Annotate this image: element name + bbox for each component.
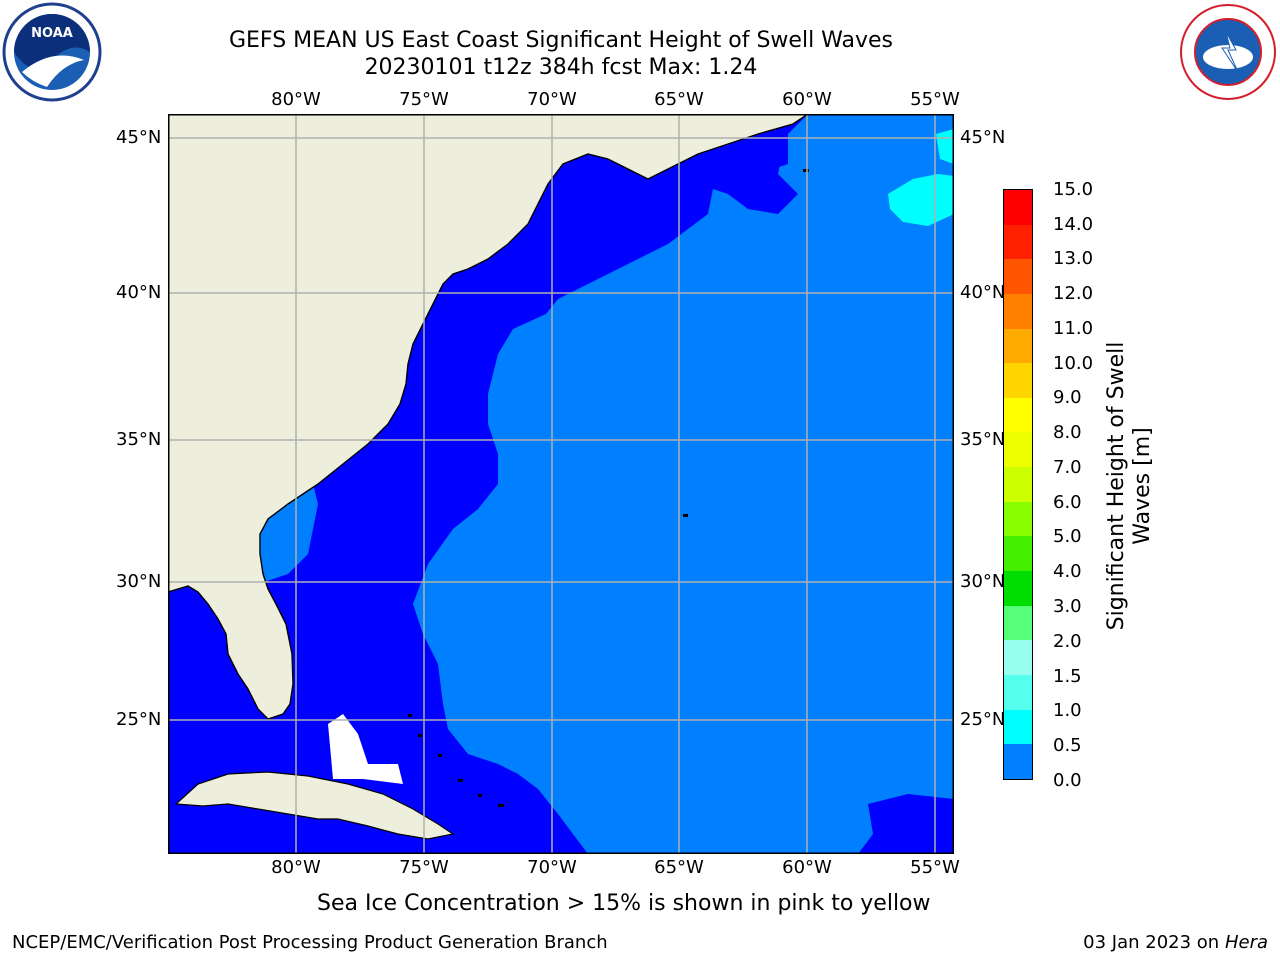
lat-label-left-35n: 35°N <box>116 429 162 450</box>
lat-label-left-40n: 40°N <box>116 282 162 303</box>
lon-label-bottom-60w: 60°W <box>782 857 832 878</box>
map-svg <box>167 113 954 854</box>
colorbar-swatch <box>1004 224 1032 260</box>
lon-label-top-55w: 55°W <box>910 89 960 110</box>
lat-label-left-30n: 30°N <box>116 571 162 592</box>
colorbar-tick-label: 1.0 <box>1053 700 1082 721</box>
colorbar <box>1003 189 1033 780</box>
colorbar-swatch <box>1004 397 1032 433</box>
noaa-logo-text: NOAA <box>31 26 73 41</box>
lon-label-top-60w: 60°W <box>782 89 832 110</box>
gridlines <box>168 114 954 854</box>
colorbar-tick-label: 3.0 <box>1053 596 1082 617</box>
colorbar-swatch <box>1004 432 1032 468</box>
chart-subtitle: 20230101 t12z 384h fcst Max: 1.24 <box>364 55 758 80</box>
footer-branch: NCEP/EMC/Verification Post Processing Pr… <box>12 932 608 953</box>
footer-date: 03 Jan 2023 on Hera <box>1083 932 1268 953</box>
colorbar-swatch <box>1004 744 1032 779</box>
colorbar-tick-label: 14.0 <box>1053 214 1094 235</box>
colorbar-swatch <box>1004 293 1032 329</box>
colorbar-swatch <box>1004 190 1032 225</box>
sea-ice-note: Sea Ice Concentration > 15% is shown in … <box>317 891 931 916</box>
colorbar-tick-label: 9.0 <box>1053 387 1082 408</box>
colorbar-swatch <box>1004 605 1032 641</box>
colorbar-tick-label: 11.0 <box>1053 318 1094 339</box>
map-panel <box>167 113 954 854</box>
sea-dark-southeast <box>858 794 954 854</box>
colorbar-tick-label: 7.0 <box>1053 457 1082 478</box>
colorbar-tick-label: 4.0 <box>1053 561 1082 582</box>
lon-label-bottom-65w: 65°W <box>654 857 704 878</box>
colorbar-swatch <box>1004 536 1032 572</box>
colorbar-swatch <box>1004 674 1032 710</box>
map-frame <box>168 114 954 854</box>
colorbar-tick-label: 0.5 <box>1053 735 1082 756</box>
lon-label-bottom-70w: 70°W <box>527 857 577 878</box>
colorbar-swatch <box>1004 640 1032 675</box>
colorbar-tick-label: 12.0 <box>1053 283 1094 304</box>
colorbar-tick-label: 8.0 <box>1053 422 1082 443</box>
colorbar-tick-label: 15.0 <box>1053 179 1094 200</box>
colorbar-tick-label: 10.0 <box>1053 353 1094 374</box>
lat-label-right-30n: 30°N <box>960 571 1006 592</box>
land-north-america <box>167 113 811 720</box>
land-cuba <box>174 771 455 840</box>
lon-label-top-70w: 70°W <box>527 89 577 110</box>
colorbar-swatch <box>1004 571 1032 606</box>
lat-label-left-45n: 45°N <box>116 127 162 148</box>
colorbar-swatch <box>1004 328 1032 364</box>
colorbar-title: Significant Height of Swell Waves [m] <box>1104 341 1155 631</box>
noaa-logo: NOAA <box>2 2 102 102</box>
no-data-region <box>328 714 403 784</box>
sea-cyan-patch <box>888 129 954 226</box>
footer-machine: Hera <box>1224 932 1268 953</box>
lon-label-bottom-55w: 55°W <box>910 857 960 878</box>
land-islands <box>408 169 809 807</box>
colorbar-tick-label: 5.0 <box>1053 526 1082 547</box>
lat-label-right-40n: 40°N <box>960 282 1006 303</box>
colorbar-swatch <box>1004 709 1032 745</box>
lon-label-top-80w: 80°W <box>271 89 321 110</box>
lat-label-left-25n: 25°N <box>116 709 162 730</box>
chart-title: GEFS MEAN US East Coast Significant Heig… <box>228 28 894 53</box>
colorbar-tick-label: 2.0 <box>1053 631 1082 652</box>
colorbar-swatch <box>1004 259 1032 294</box>
lat-label-right-25n: 25°N <box>960 709 1006 730</box>
lon-label-bottom-75w: 75°W <box>399 857 449 878</box>
colorbar-swatch <box>1004 363 1032 398</box>
colorbar-swatch <box>1004 467 1032 502</box>
lat-label-right-45n: 45°N <box>960 127 1006 148</box>
sea-dark-coastal <box>168 114 808 854</box>
lon-label-top-65w: 65°W <box>654 89 704 110</box>
nws-logo <box>1178 2 1278 102</box>
lon-label-bottom-80w: 80°W <box>271 857 321 878</box>
colorbar-tick-label: 6.0 <box>1053 492 1082 513</box>
footer-date-text: 03 Jan 2023 on <box>1083 932 1220 953</box>
lat-label-right-35n: 35°N <box>960 429 1006 450</box>
colorbar-tick-label: 0.0 <box>1053 770 1082 791</box>
sea-dark-north <box>698 124 798 214</box>
colorbar-tick-label: 13.0 <box>1053 248 1094 269</box>
lon-label-top-75w: 75°W <box>399 89 449 110</box>
colorbar-swatch <box>1004 501 1032 537</box>
colorbar-tick-label: 1.5 <box>1053 666 1082 687</box>
